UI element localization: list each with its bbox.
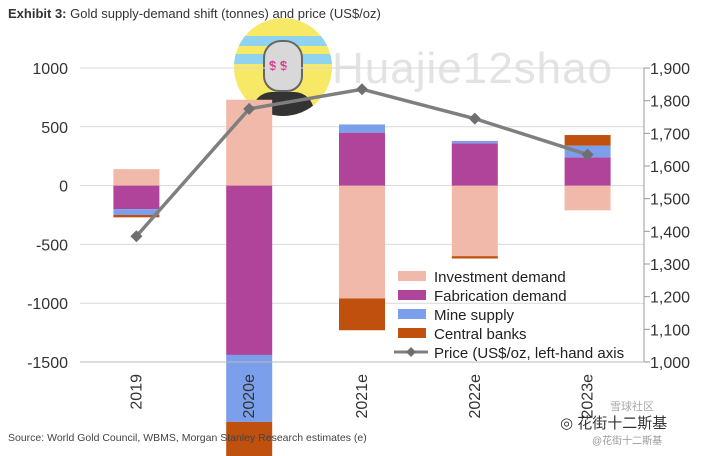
bar-mine-2021e (339, 124, 385, 133)
left-tick-label: -1000 (27, 296, 68, 313)
category-label: 2022e (467, 374, 484, 419)
bar-fabrication-2020e (226, 185, 273, 355)
right-tick-label: 1,500 (650, 192, 690, 209)
bar-fabrication-2023e (564, 157, 611, 186)
left-tick-label: 0 (59, 179, 68, 196)
bar-central-2021e (339, 298, 385, 331)
price-point-2020e (243, 102, 256, 115)
legend-swatch-central (398, 328, 426, 338)
price-point-2022e (468, 112, 481, 125)
right-tick-label: 1,100 (650, 322, 690, 339)
legend-label-investment: Investment demand (434, 269, 566, 286)
legend-swatch-fabrication (398, 290, 426, 300)
exhibit-label: Exhibit 3: (8, 6, 67, 21)
left-tick-label: 1000 (32, 61, 68, 78)
bar-fabrication-2021e (339, 132, 385, 186)
source-note: Source: World Gold Council, WBMS, Morgan… (8, 432, 367, 444)
bar-investment-2022e (451, 185, 498, 257)
legend-label-price: Price (US$/oz, left-hand axis (434, 345, 624, 362)
bar-central-2019 (113, 215, 160, 218)
wechat-account: ◎ 花街十二斯基 雪球社区 @花街十二斯基 (560, 401, 668, 447)
legend-marker-price (406, 347, 416, 357)
bar-investment-2023e (564, 185, 611, 211)
community-mark: 雪球社区 (610, 401, 654, 413)
bar-mine-2022e (451, 140, 498, 144)
exhibit-title: Gold supply-demand shift (tonnes) and pr… (70, 6, 381, 21)
price-point-2023e (581, 148, 594, 161)
category-label: 2023e (580, 374, 597, 419)
avatar-logo: $ $ (234, 18, 332, 116)
category-label: 2019 (128, 374, 145, 410)
bar-investment-2019 (113, 169, 160, 186)
bar-fabrication-2019 (113, 185, 160, 210)
bar-mine-2020e (226, 354, 273, 422)
wechat-name: 花街十二斯基 (577, 415, 668, 432)
bar-investment-2021e (339, 185, 385, 299)
price-line-layer (130, 83, 594, 243)
legend-swatch-investment (398, 271, 426, 281)
legend-label-fabrication: Fabrication demand (434, 288, 567, 305)
bar-mine-2019 (113, 209, 160, 215)
right-tick-label: 1,000 (650, 355, 690, 372)
right-tick-label: 1,800 (650, 94, 690, 111)
legend-label-central: Central banks (434, 326, 527, 343)
bar-central-2023e (564, 135, 611, 146)
dollar-eyes-icon: $ $ (269, 58, 288, 73)
left-tick-label: -1500 (27, 355, 68, 372)
logo-face (263, 40, 303, 92)
category-label: 2021e (354, 374, 371, 419)
right-tick-label: 1,400 (650, 224, 690, 241)
bar-central-2022e (451, 256, 498, 259)
right-tick-label: 1,600 (650, 159, 690, 176)
left-tick-label: -500 (36, 237, 68, 254)
category-label: 2020e (241, 374, 258, 419)
right-tick-label: 1,900 (650, 61, 690, 78)
axes-layer: 1000 500 0 -500 -1000 -1500 1,900 1,800 1,700 1,6… (27, 61, 690, 419)
price-point-2021e (356, 83, 368, 96)
wechat-handle: @花街十二斯基 (592, 436, 663, 447)
legend-swatch-mine (398, 309, 426, 319)
legend-label-mine: Mine supply (434, 307, 515, 324)
legend: Investment demand Fabrication demand Mine … (394, 269, 624, 362)
price-point-2019 (130, 230, 143, 243)
right-tick-label: 1,200 (650, 290, 690, 307)
right-tick-label: 1,700 (650, 126, 690, 143)
chart-title: Exhibit 3: Gold supply-demand shift (ton… (8, 6, 381, 21)
bar-central-2020e (226, 421, 273, 456)
bar-fabrication-2022e (451, 143, 498, 186)
left-tick-label: 500 (41, 120, 68, 137)
wechat-icon: ◎ (560, 415, 574, 432)
right-tick-label: 1,300 (650, 257, 690, 274)
